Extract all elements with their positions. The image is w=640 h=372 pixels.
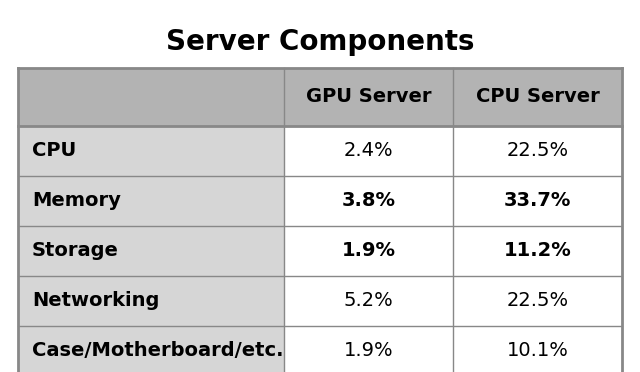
- Bar: [18, 126, 284, 176]
- Bar: [453, 226, 622, 276]
- Bar: [18, 176, 284, 226]
- Text: 11.2%: 11.2%: [504, 241, 572, 260]
- Text: GPU Server: GPU Server: [305, 87, 431, 106]
- Text: Server Components: Server Components: [166, 28, 474, 56]
- Bar: [18, 226, 284, 276]
- Text: 3.8%: 3.8%: [341, 192, 396, 211]
- Text: Networking: Networking: [32, 292, 159, 311]
- Bar: [18, 326, 284, 372]
- Bar: [18, 276, 284, 326]
- Text: 1.9%: 1.9%: [344, 341, 393, 360]
- Bar: [453, 276, 622, 326]
- Bar: [453, 176, 622, 226]
- Bar: [284, 276, 453, 326]
- Text: 10.1%: 10.1%: [506, 341, 568, 360]
- Text: 5.2%: 5.2%: [344, 292, 393, 311]
- Text: 22.5%: 22.5%: [506, 292, 568, 311]
- Bar: [18, 68, 622, 126]
- Bar: [284, 126, 453, 176]
- Text: 22.5%: 22.5%: [506, 141, 568, 160]
- Bar: [284, 326, 453, 372]
- Bar: [284, 176, 453, 226]
- Text: CPU: CPU: [32, 141, 76, 160]
- Bar: [453, 326, 622, 372]
- Text: Case/Motherboard/etc.: Case/Motherboard/etc.: [32, 341, 284, 360]
- Text: Storage: Storage: [32, 241, 119, 260]
- Bar: [453, 126, 622, 176]
- Text: 2.4%: 2.4%: [344, 141, 393, 160]
- Text: CPU Server: CPU Server: [476, 87, 599, 106]
- Bar: [284, 226, 453, 276]
- Text: 33.7%: 33.7%: [504, 192, 571, 211]
- Text: Memory: Memory: [32, 192, 121, 211]
- Text: 1.9%: 1.9%: [341, 241, 396, 260]
